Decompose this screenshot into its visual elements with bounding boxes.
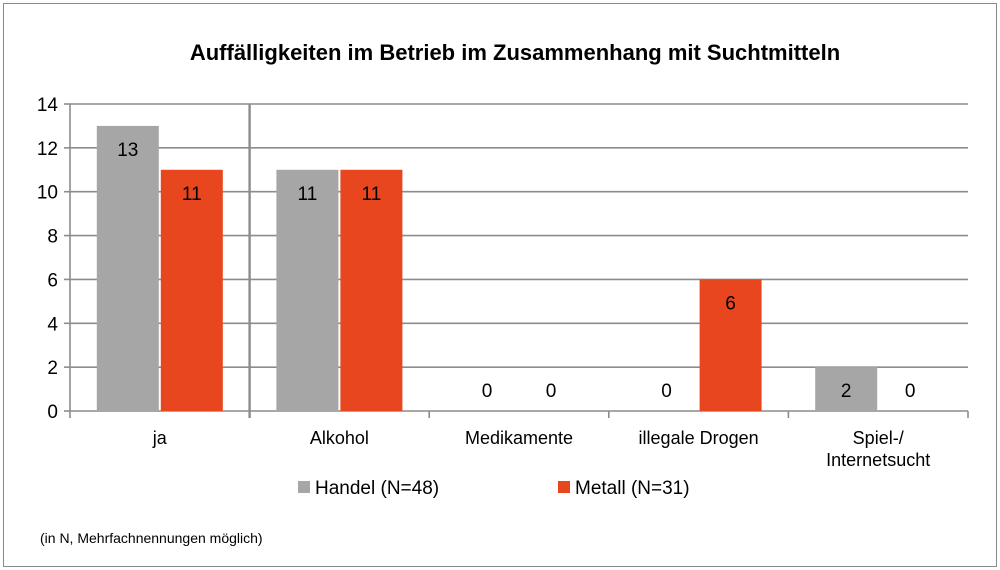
data-label-ja-metall: 11 <box>182 184 202 205</box>
bar-spiel-internetsucht-handel <box>815 367 878 411</box>
y-tick-label-4: 4 <box>47 314 58 335</box>
legend-swatch-metall <box>558 481 570 493</box>
data-label-spiel-internetsucht-metall: 0 <box>905 381 916 402</box>
footnote: (in N, Mehrfachnennungen möglich) <box>40 530 263 546</box>
y-tick-label-14: 14 <box>37 95 59 116</box>
category-label-alkohol: Alkohol <box>310 428 369 448</box>
data-label-alkohol-handel: 11 <box>298 184 318 205</box>
y-tick-label-0: 0 <box>47 402 58 423</box>
data-label-spiel-internetsucht-handel: 2 <box>841 381 852 402</box>
bar-alkohol-metall <box>340 169 403 411</box>
legend-label-metall: Metall (N=31) <box>575 478 690 499</box>
y-tick-label-10: 10 <box>37 183 58 204</box>
y-tick-label-12: 12 <box>37 139 58 160</box>
data-label-medikamente-handel: 0 <box>482 381 493 402</box>
data-label-illegale-drogen-handel: 0 <box>661 381 672 402</box>
category-label-illegale-drogen: illegale Drogen <box>639 428 759 448</box>
data-label-alkohol-metall: 11 <box>362 184 382 205</box>
category-label-medikamente: Medikamente <box>465 428 573 448</box>
bars <box>96 125 878 411</box>
y-tick-label-8: 8 <box>47 227 58 248</box>
data-label-illegale-drogen-metall: 6 <box>725 293 736 314</box>
category-label-ja: ja <box>152 428 168 448</box>
data-label-ja-handel: 13 <box>117 140 138 161</box>
data-label-medikamente-metall: 0 <box>546 381 557 402</box>
bar-ja-handel <box>96 125 159 411</box>
category-labels: ja Alkohol Medikamente illegale Drogen Spiel… <box>152 428 930 470</box>
legend: Handel (N=48) Metall (N=31) <box>298 478 690 499</box>
chart-title: Auffälligkeiten im Betrieb im Zusammenha… <box>190 40 840 65</box>
bar-illegale-drogen-metall <box>699 279 762 411</box>
legend-label-handel: Handel (N=48) <box>315 478 439 499</box>
bar-ja-metall <box>160 169 223 411</box>
data-labels: 13 11 11 11 0 0 0 6 2 0 <box>117 140 915 402</box>
y-tick-label-2: 2 <box>47 358 58 379</box>
y-tick-label-6: 6 <box>47 270 58 291</box>
bar-alkohol-handel <box>276 169 339 411</box>
legend-swatch-handel <box>298 481 310 493</box>
y-axis: 0 2 4 6 8 10 12 14 <box>37 95 71 423</box>
category-label-spiel-internetsucht: Spiel-/Internetsucht <box>826 428 930 470</box>
